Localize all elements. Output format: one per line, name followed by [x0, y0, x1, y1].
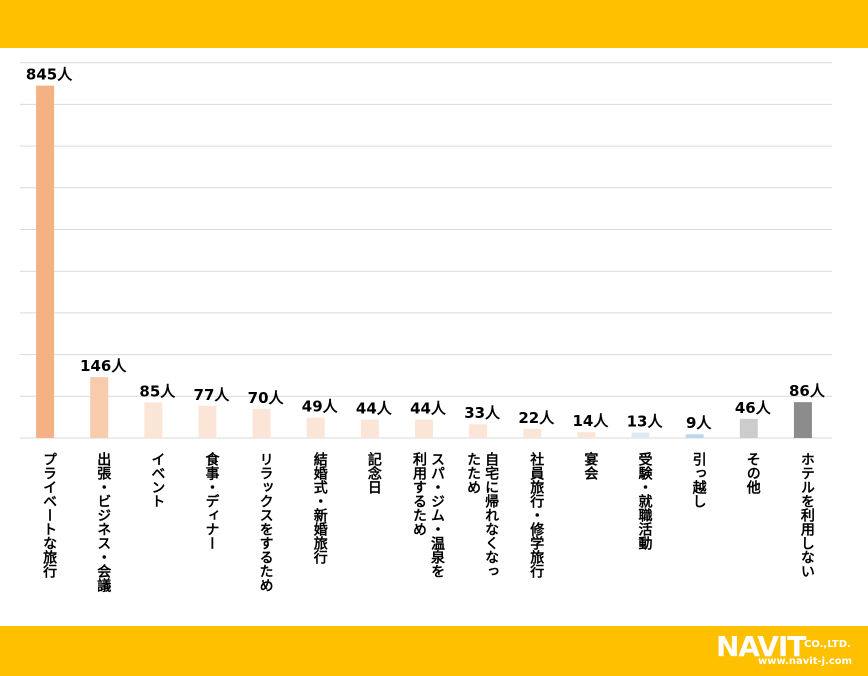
category-label: 受験・就職活動	[636, 452, 653, 550]
bar	[577, 432, 596, 438]
bar	[631, 432, 650, 438]
category-label: 食事・ディナー	[203, 452, 220, 550]
category-label: スパ・ジム・温泉を 利用するため	[411, 452, 445, 578]
bar-chart: 845人 146人 85人 77人 70人 49人 44人 44人 33人 22人 14人 13人 9人…	[20, 62, 832, 439]
data-label: 146人	[80, 357, 127, 375]
data-label: 13人	[627, 413, 664, 431]
bar	[469, 424, 488, 438]
category-label: 社員旅行・修学旅行	[528, 452, 545, 578]
data-label: 14人	[572, 412, 609, 430]
data-label: 33人	[464, 404, 501, 422]
bars	[36, 85, 812, 438]
bar	[739, 418, 758, 438]
data-label: 77人	[194, 386, 231, 404]
navit-logo: NAVIT CO.,LTD. www.navit-j.com	[716, 632, 862, 672]
category-label: 結婚式・新婚旅行	[311, 452, 328, 564]
data-label: 44人	[410, 400, 447, 418]
bar	[36, 85, 55, 438]
logo-suffix-text: CO.,LTD.	[804, 639, 851, 650]
data-label: 9人	[686, 414, 712, 432]
bar	[252, 408, 271, 438]
bar	[685, 434, 704, 438]
category-label: 自宅に帰れなくなっ たため	[465, 452, 500, 578]
header-band	[0, 0, 868, 48]
bar	[198, 405, 217, 438]
data-label: 46人	[735, 399, 772, 417]
data-label: 86人	[789, 382, 826, 400]
bar	[306, 417, 325, 438]
category-label: プライベートな旅行	[41, 452, 58, 578]
bar	[360, 419, 379, 438]
bar	[144, 402, 163, 438]
category-label: ホテルを利用しない	[798, 452, 815, 578]
bar	[415, 419, 433, 438]
data-label: 85人	[139, 383, 176, 401]
data-label: 49人	[302, 398, 339, 416]
gridlines	[20, 62, 832, 439]
category-label: 出張・ビジネス・会議	[95, 452, 112, 592]
category-label: リラックスをするため	[257, 452, 274, 592]
data-label: 22人	[518, 409, 555, 427]
category-label: 宴会	[582, 452, 599, 480]
data-label: 845人	[26, 66, 73, 84]
logo-url-text: www.navit-j.com	[758, 656, 853, 667]
category-label: 引っ越し	[690, 452, 707, 508]
data-label: 70人	[248, 389, 285, 407]
footer-band	[0, 626, 868, 676]
bar	[523, 428, 542, 438]
category-label: イベント	[149, 452, 166, 508]
category-label: 記念日	[365, 452, 382, 494]
bar	[793, 402, 812, 438]
data-label: 44人	[356, 400, 393, 418]
value-labels: 845人 146人 85人 77人 70人 49人 44人 44人 33人 22人 14人 13人 9人…	[26, 66, 826, 433]
logo-main-text: NAVIT	[716, 630, 806, 663]
bar	[90, 377, 109, 438]
category-label: その他	[744, 452, 761, 494]
